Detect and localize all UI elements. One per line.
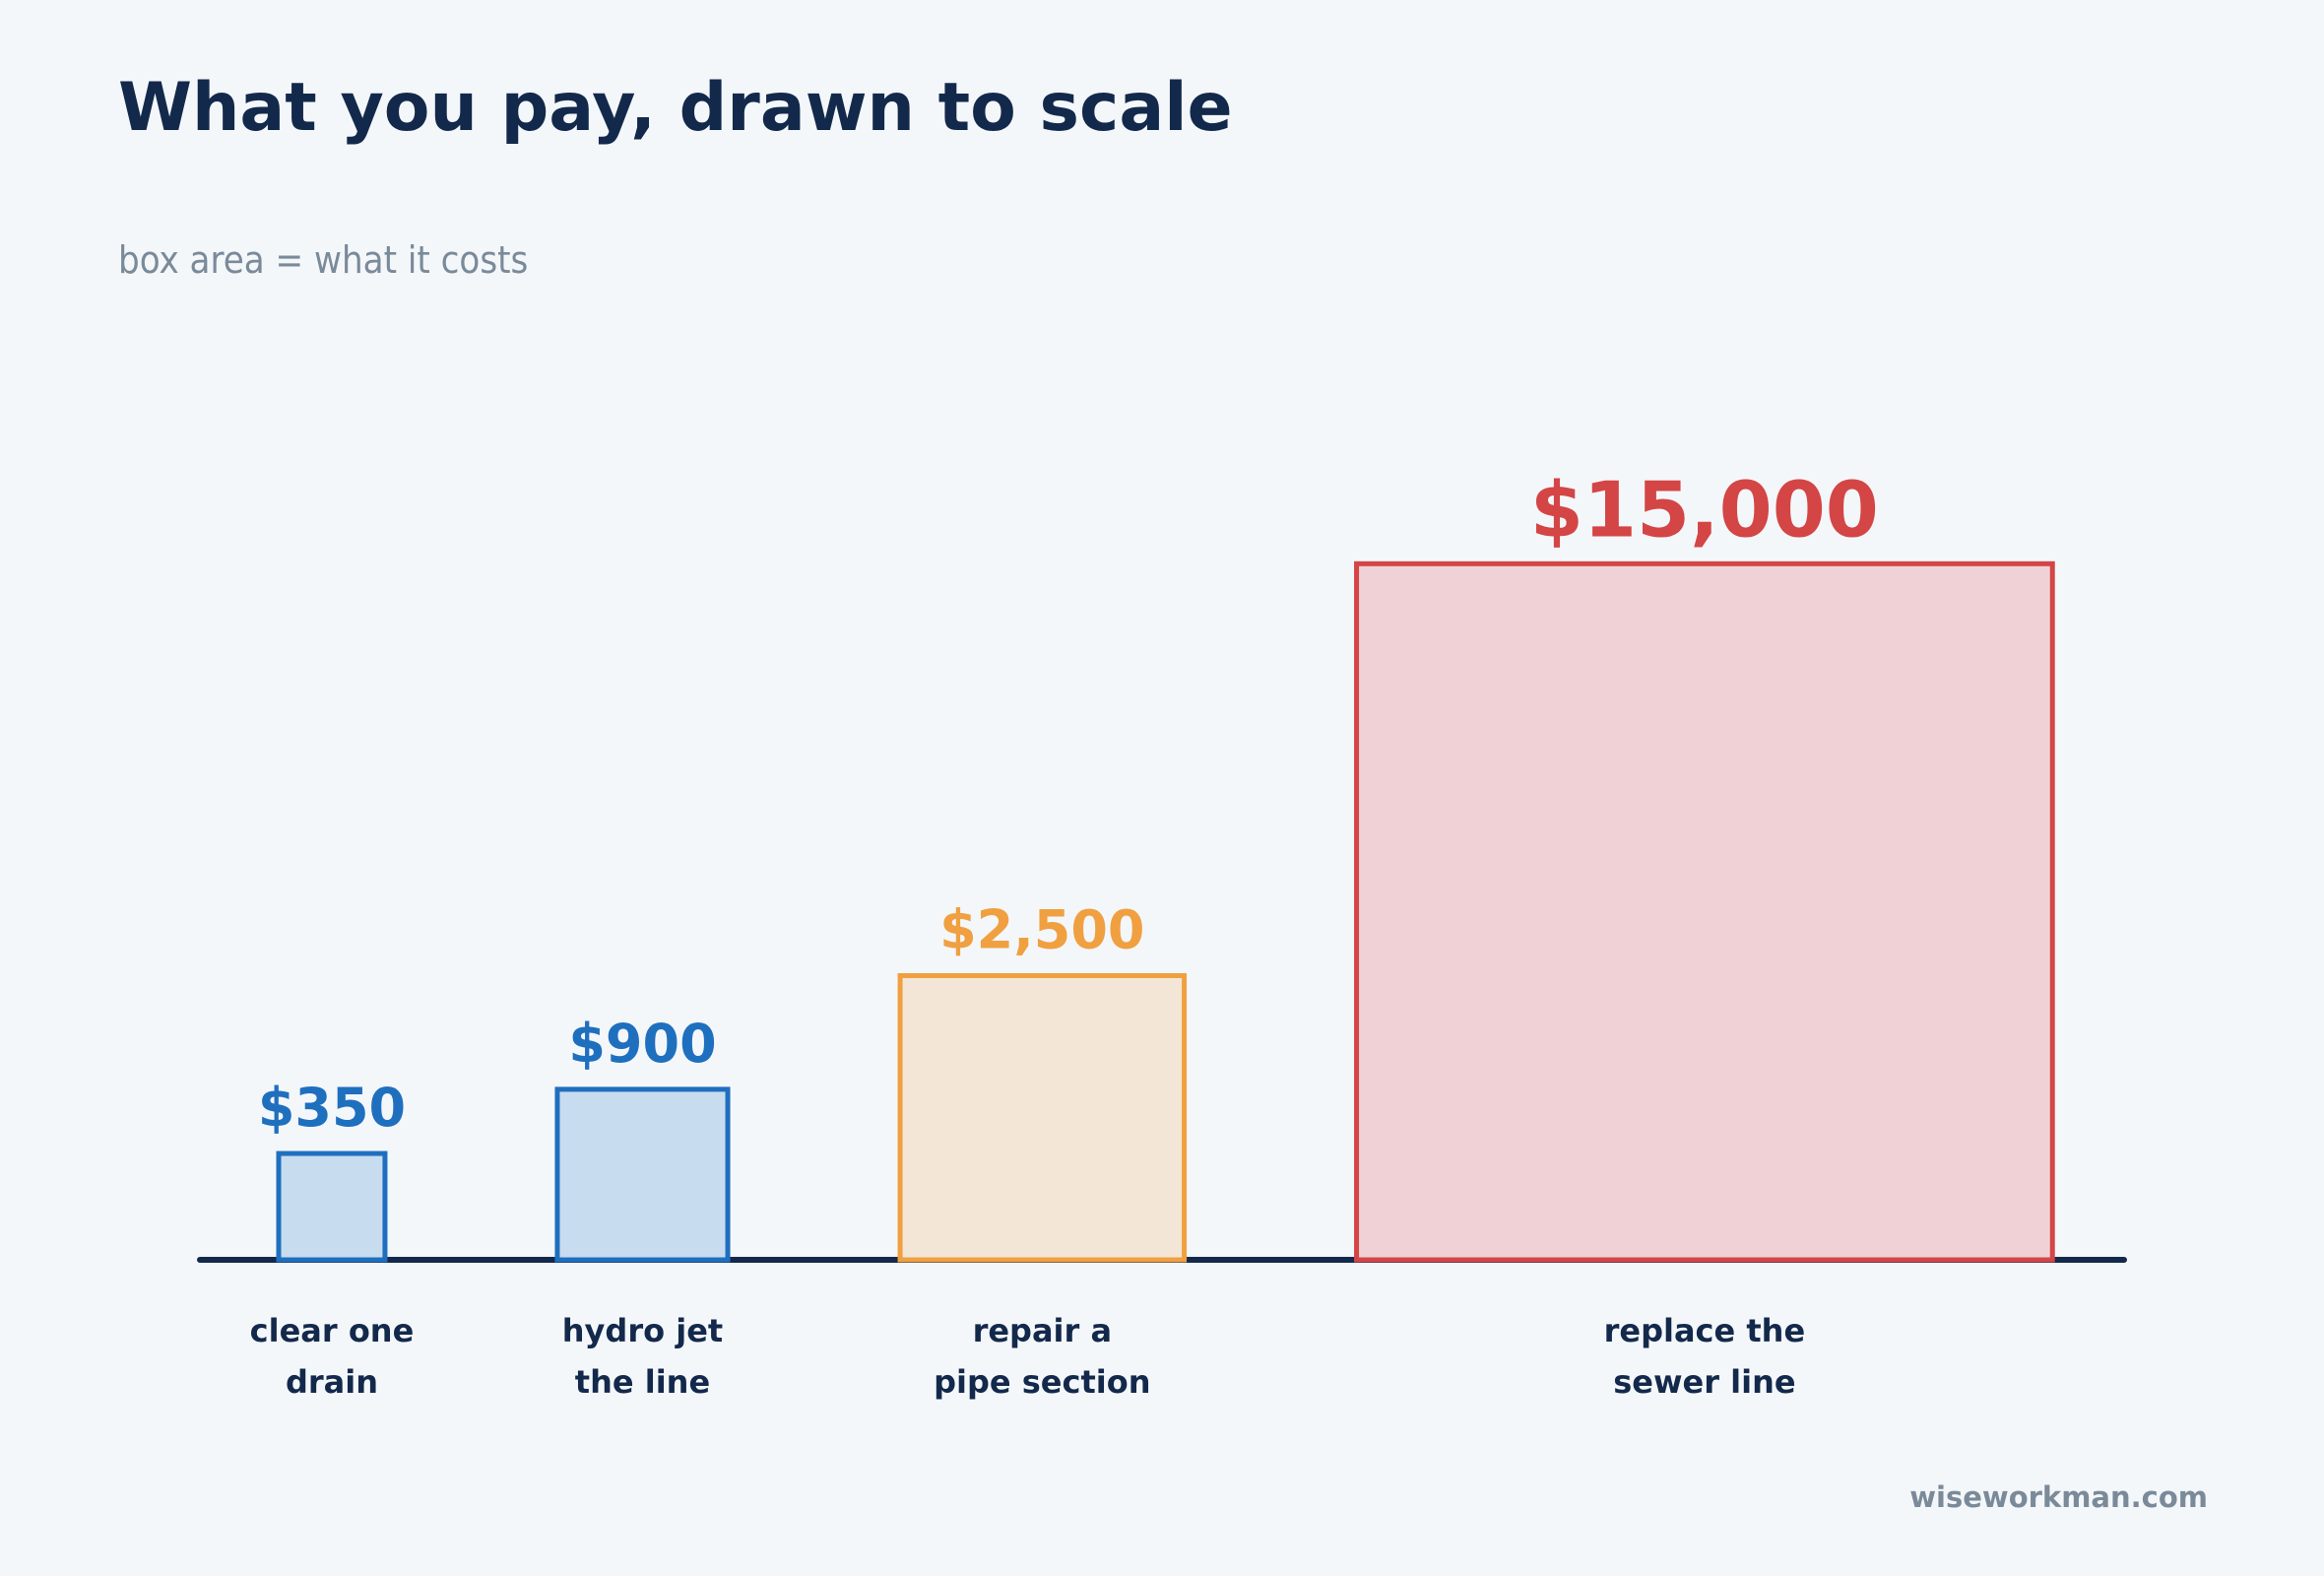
value-label: $900 [568,1013,716,1075]
category-label: hydro jet the line [561,1312,724,1401]
category-label: replace the sewer line [1603,1312,1806,1401]
value-label: $350 [258,1077,406,1139]
value-label: $2,500 [939,899,1144,961]
cost-box [897,973,1188,1263]
chart-subtitle: box area = what it costs [118,238,529,282]
value-label: $15,000 [1530,466,1879,555]
cost-box [554,1086,731,1263]
chart-title: What you pay, drawn to scale [118,69,1233,147]
category-label: repair a pipe section [934,1312,1151,1401]
source: wiseworkman.com [1909,1480,2208,1514]
cost-box [276,1150,388,1263]
cost-box [1354,560,2055,1263]
category-label: clear one drain [249,1312,415,1401]
